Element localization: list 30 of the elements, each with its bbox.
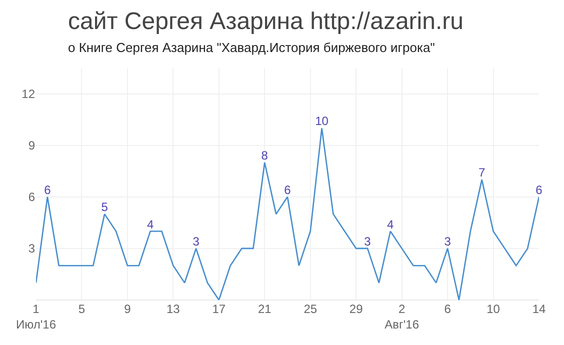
x-tick-label: 14 [532,302,546,316]
data-label: 3 [444,234,452,248]
y-tick-label: 12 [22,86,36,101]
x-tick-label: 6 [444,302,452,316]
y-tick-label: 9 [28,138,36,153]
chart-title: сайт Сергея Азарина http://azarin.ru [68,8,464,35]
data-label: 6 [44,182,52,197]
data-label: 7 [478,166,486,180]
x-tick-label: 10 [486,302,500,316]
data-label: 10 [315,114,329,128]
y-tick-label: 6 [28,190,36,204]
x-tick-label: 5 [78,302,86,316]
x-tick-label: 29 [349,302,364,316]
y-tick-label: 3 [28,242,36,256]
x-tick-label: 9 [124,302,132,316]
data-label: 4 [146,217,154,232]
data-label: 8 [261,148,268,163]
data-label: 5 [101,200,108,214]
x-tick-label: 25 [304,302,318,316]
data-label: 4 [387,217,394,232]
data-label: 6 [536,182,543,197]
x-tick-label: 2 Авг'16 [384,302,420,332]
x-tick-label: 13 [166,302,180,316]
chart-subtitle: о Книге Сергея Азарина "Хавард.История биржевого игрока" [68,40,436,55]
x-tick-label: 1 Июл'16 [16,302,56,332]
data-label: 3 [192,234,200,248]
data-label: 6 [284,182,292,197]
x-tick-label: 21 [258,302,272,316]
data-label: 3 [364,234,372,248]
x-tick-label: 17 [212,302,226,316]
